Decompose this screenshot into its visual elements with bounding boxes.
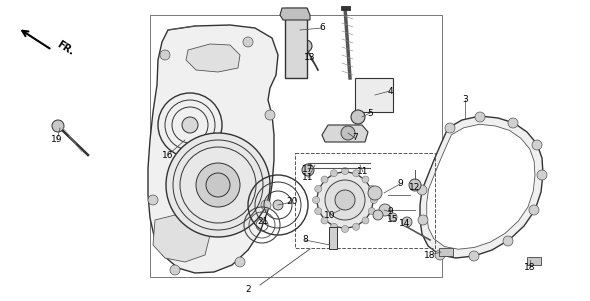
- Text: 18: 18: [525, 262, 536, 272]
- Text: 14: 14: [399, 219, 411, 228]
- Bar: [439, 248, 453, 256]
- Polygon shape: [186, 44, 240, 72]
- Circle shape: [537, 170, 547, 180]
- Polygon shape: [148, 25, 278, 273]
- Circle shape: [362, 217, 369, 224]
- Text: 7: 7: [352, 134, 358, 142]
- Text: 10: 10: [324, 210, 336, 219]
- Circle shape: [330, 170, 337, 177]
- Bar: [295, 153, 435, 248]
- Circle shape: [435, 250, 445, 260]
- Circle shape: [342, 225, 349, 232]
- Text: 8: 8: [302, 235, 308, 244]
- Circle shape: [368, 208, 375, 215]
- Circle shape: [325, 180, 365, 220]
- Polygon shape: [153, 215, 210, 262]
- Circle shape: [196, 163, 240, 207]
- Circle shape: [243, 37, 253, 47]
- Text: 19: 19: [51, 135, 63, 144]
- Circle shape: [265, 110, 275, 120]
- Bar: [527, 257, 541, 265]
- Circle shape: [160, 50, 170, 60]
- Circle shape: [351, 110, 365, 124]
- Circle shape: [373, 210, 383, 220]
- Bar: [150, 15, 442, 277]
- Circle shape: [314, 208, 322, 215]
- Circle shape: [362, 176, 369, 183]
- Circle shape: [148, 195, 158, 205]
- Circle shape: [317, 172, 373, 228]
- Circle shape: [273, 200, 283, 210]
- Text: 20: 20: [286, 197, 298, 206]
- Text: 18: 18: [424, 250, 436, 259]
- Circle shape: [235, 257, 245, 267]
- Text: 5: 5: [367, 108, 373, 117]
- Circle shape: [418, 215, 428, 225]
- Text: 13: 13: [304, 54, 316, 63]
- Circle shape: [389, 213, 397, 221]
- Circle shape: [261, 200, 271, 210]
- Circle shape: [330, 223, 337, 230]
- Text: 16: 16: [162, 150, 173, 160]
- Polygon shape: [280, 8, 310, 20]
- Circle shape: [353, 170, 359, 177]
- Circle shape: [402, 217, 412, 227]
- Polygon shape: [420, 116, 543, 258]
- Text: 12: 12: [409, 184, 421, 193]
- Circle shape: [371, 197, 378, 203]
- Circle shape: [321, 176, 328, 183]
- Circle shape: [508, 118, 518, 128]
- Text: 6: 6: [319, 23, 325, 33]
- Circle shape: [368, 186, 382, 200]
- Circle shape: [300, 40, 312, 52]
- Circle shape: [445, 123, 455, 133]
- Text: 11: 11: [302, 173, 314, 182]
- Circle shape: [475, 112, 485, 122]
- Bar: [329, 227, 337, 249]
- Text: 3: 3: [462, 95, 468, 104]
- Circle shape: [206, 173, 230, 197]
- Circle shape: [379, 204, 391, 216]
- Circle shape: [313, 197, 320, 203]
- Text: 9: 9: [397, 179, 403, 188]
- Circle shape: [503, 236, 513, 246]
- Polygon shape: [322, 125, 368, 142]
- Circle shape: [170, 265, 180, 275]
- Bar: [285, 8, 307, 78]
- Circle shape: [166, 133, 270, 237]
- Text: 2: 2: [245, 286, 251, 294]
- Circle shape: [302, 164, 314, 176]
- Circle shape: [469, 251, 479, 261]
- Circle shape: [417, 185, 427, 195]
- Circle shape: [52, 120, 64, 132]
- Circle shape: [409, 179, 421, 191]
- Text: 9: 9: [387, 207, 393, 216]
- Circle shape: [532, 140, 542, 150]
- Text: 15: 15: [387, 216, 399, 225]
- Text: 17: 17: [302, 166, 314, 175]
- Circle shape: [182, 117, 198, 133]
- Circle shape: [368, 185, 375, 192]
- Bar: [355, 78, 393, 112]
- Text: FR.: FR.: [55, 39, 76, 57]
- Circle shape: [341, 126, 355, 140]
- Circle shape: [335, 190, 355, 210]
- Text: 21: 21: [257, 218, 268, 226]
- Text: 11: 11: [358, 167, 369, 176]
- Circle shape: [342, 167, 349, 175]
- Circle shape: [529, 205, 539, 215]
- Circle shape: [353, 223, 359, 230]
- Text: 4: 4: [387, 86, 393, 95]
- Circle shape: [321, 217, 328, 224]
- Polygon shape: [427, 124, 535, 249]
- Circle shape: [314, 185, 322, 192]
